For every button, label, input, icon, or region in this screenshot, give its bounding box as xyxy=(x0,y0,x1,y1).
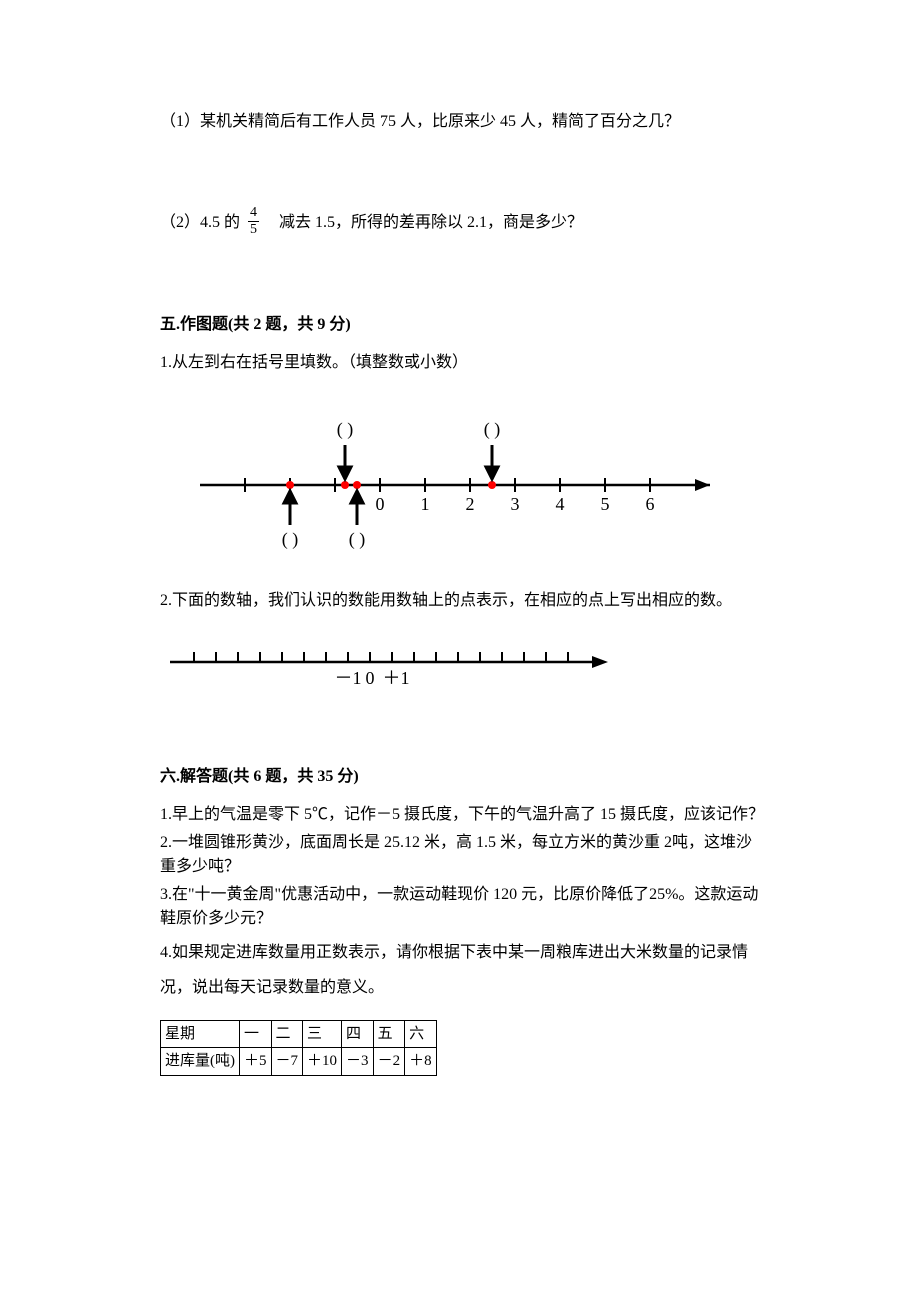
svg-text:0: 0 xyxy=(376,494,385,514)
svg-text:＋1: ＋1 xyxy=(383,668,410,688)
section-6-question-1: 1.早上的气温是零下 5℃，记作－5 摄氏度，下午的气温升高了 15 摄氏度，应… xyxy=(160,803,765,827)
table-row: 进库量(吨) ＋5 －7 ＋10 －3 －2 ＋8 xyxy=(161,1048,437,1076)
table-cell: 四 xyxy=(342,1020,374,1048)
table-cell: －2 xyxy=(373,1048,405,1076)
table-cell: 进库量(吨) xyxy=(161,1048,240,1076)
svg-text:－1: －1 xyxy=(335,668,362,688)
table-row: 星期 一 二 三 四 五 六 xyxy=(161,1020,437,1048)
inventory-table: 星期 一 二 三 四 五 六 进库量(吨) ＋5 －7 ＋10 －3 －2 ＋8 xyxy=(160,1020,437,1076)
number-line-1: 0 1 2 3 4 5 6 xyxy=(190,395,765,563)
table-cell: －7 xyxy=(271,1048,303,1076)
fraction-denominator: 5 xyxy=(248,221,259,237)
section-6-question-3: 3.在"十一黄金周"优惠活动中，一款运动鞋现价 120 元，比原价降低了25%。… xyxy=(160,883,765,931)
fraction-numerator: 4 xyxy=(248,206,259,221)
svg-text:5: 5 xyxy=(601,494,610,514)
svg-text:( ): ( ) xyxy=(484,419,501,440)
table-cell: ＋10 xyxy=(303,1048,342,1076)
q2-post: 减去 1.5，所得的差再除以 2.1，商是多少？ xyxy=(279,214,583,231)
table-cell: －3 xyxy=(342,1048,374,1076)
svg-text:( ): ( ) xyxy=(349,529,366,550)
question-2: （2）4.5 的 4 5 减去 1.5，所得的差再除以 2.1，商是多少？ xyxy=(160,208,765,239)
svg-text:6: 6 xyxy=(646,494,655,514)
section-5-question-1: 1.从左到右在括号里填数。（填整数或小数） xyxy=(160,351,765,375)
svg-text:2: 2 xyxy=(466,494,475,514)
table-cell: 五 xyxy=(373,1020,405,1048)
svg-text:( ): ( ) xyxy=(282,529,299,550)
svg-text:1: 1 xyxy=(421,494,430,514)
svg-text:0: 0 xyxy=(366,668,375,688)
svg-text:( ): ( ) xyxy=(337,419,354,440)
section-6-question-4: 4.如果规定进库数量用正数表示，请你根据下表中某一周粮库进出大米数量的记录情况，… xyxy=(160,935,765,1005)
section-5-question-2: 2.下面的数轴，我们认识的数能用数轴上的点表示，在相应的点上写出相应的数。 xyxy=(160,583,765,618)
section-6-title: 六.解答题(共 6 题，共 35 分) xyxy=(160,765,765,789)
table-cell: 一 xyxy=(240,1020,272,1048)
table-cell: ＋8 xyxy=(405,1048,437,1076)
table-cell: 星期 xyxy=(161,1020,240,1048)
table-cell: ＋5 xyxy=(240,1048,272,1076)
section-6-question-2: 2.一堆圆锥形黄沙，底面周长是 25.12 米，高 1.5 米，每立方米的黄沙重… xyxy=(160,831,765,879)
table-cell: 六 xyxy=(405,1020,437,1048)
q2-pre: （2）4.5 的 xyxy=(160,214,240,231)
table-cell: 三 xyxy=(303,1020,342,1048)
section-5-title: 五.作图题(共 2 题，共 9 分) xyxy=(160,313,765,337)
fraction-4-5: 4 5 xyxy=(248,206,259,237)
svg-text:4: 4 xyxy=(556,494,565,514)
table-cell: 二 xyxy=(271,1020,303,1048)
question-1: （1）某机关精简后有工作人员 75 人，比原来少 45 人，精简了百分之几？ xyxy=(160,110,765,134)
svg-text:3: 3 xyxy=(511,494,520,514)
number-line-2: －1 0 ＋1 xyxy=(160,632,765,710)
